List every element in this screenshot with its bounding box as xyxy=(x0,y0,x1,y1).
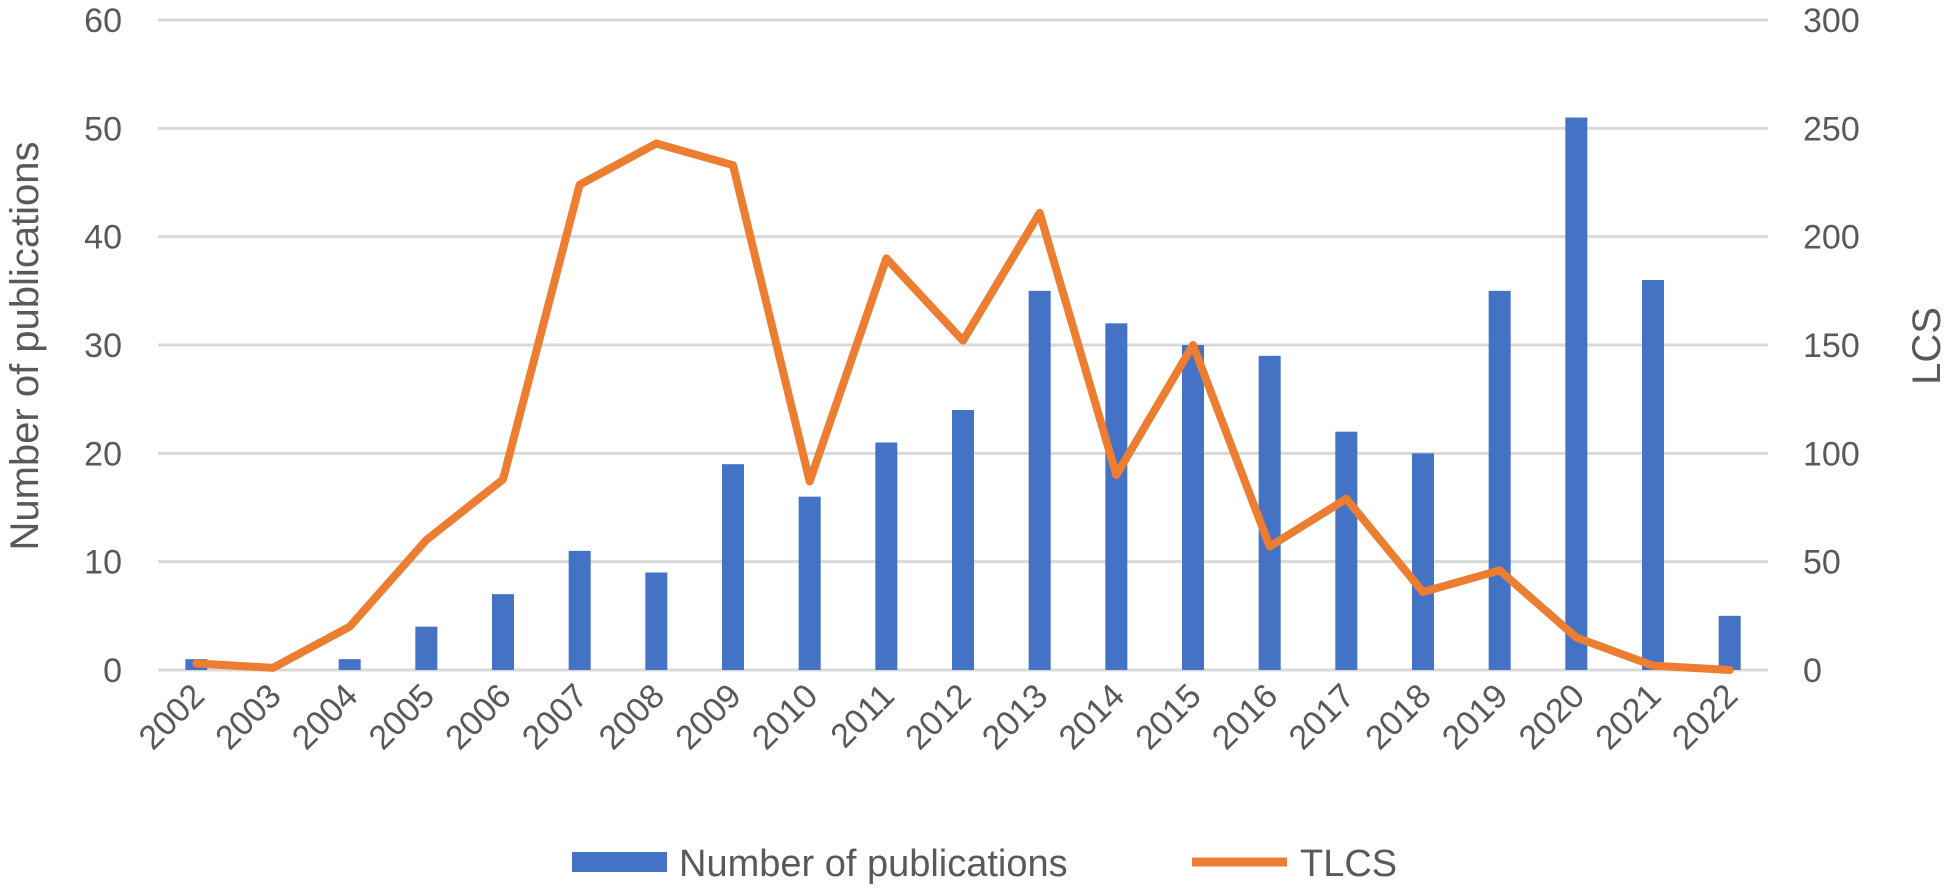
tlcs-point-2002 xyxy=(195,662,198,665)
publication-bars xyxy=(185,117,1741,670)
bar-2006 xyxy=(492,594,514,670)
tlcs-point-2019 xyxy=(1498,569,1501,572)
bar-2011 xyxy=(875,442,898,670)
bar-2020 xyxy=(1565,117,1588,670)
tlcs-point-2004 xyxy=(348,625,351,628)
bar-2010 xyxy=(798,496,821,670)
legend-label-publications: Number of publications xyxy=(679,843,1068,885)
tlcs-point-2009 xyxy=(732,164,734,167)
x-tick-label: 2011 xyxy=(823,677,902,756)
bar-2004 xyxy=(338,659,361,670)
x-tick-label: 2007 xyxy=(515,677,595,757)
tlcs-point-2005 xyxy=(425,539,428,541)
bar-2015 xyxy=(1182,345,1204,670)
x-tick-label: 2016 xyxy=(1205,677,1285,757)
y2-tick-label: 250 xyxy=(1803,110,1860,148)
bar-2009 xyxy=(722,464,744,670)
tlcs-point-2006 xyxy=(502,478,504,481)
x-tick-label: 2014 xyxy=(1052,677,1132,757)
bar-2005 xyxy=(415,626,438,670)
bar-2016 xyxy=(1258,355,1281,670)
tlcs-point-2020 xyxy=(1575,636,1578,639)
x-tick-label: 2004 xyxy=(285,677,365,757)
tlcs-point-2007 xyxy=(578,183,581,186)
x-tick-label: 2020 xyxy=(1512,677,1592,757)
x-tick-label: 2010 xyxy=(745,677,825,757)
y-tick-label: 30 xyxy=(84,327,122,365)
left-axis-ticks: 0 10 20 30 40 50 60 xyxy=(84,2,122,690)
y2-tick-label: 150 xyxy=(1803,327,1860,365)
bar-2019 xyxy=(1488,290,1511,670)
right-axis-ticks: 0 50 100 150 200 250 300 xyxy=(1803,2,1860,690)
x-tick-label: 2002 xyxy=(132,677,212,757)
tlcs-point-2018 xyxy=(1422,591,1424,593)
bar-2022 xyxy=(1718,615,1741,670)
y2-tick-label: 50 xyxy=(1803,544,1841,582)
bar-2018 xyxy=(1412,453,1434,670)
x-tick-label: 2022 xyxy=(1665,677,1745,757)
tlcs-point-2012 xyxy=(962,339,964,342)
bar-2008 xyxy=(645,572,668,670)
tlcs-point-2008 xyxy=(655,142,658,145)
bar-2007 xyxy=(568,550,591,670)
tlcs-line-layer xyxy=(192,139,1734,674)
x-tick-label: 2008 xyxy=(592,677,672,757)
x-tick-label: 2003 xyxy=(208,677,288,757)
x-tick-label: 2009 xyxy=(668,677,748,757)
y-tick-label: 10 xyxy=(84,544,122,582)
y-tick-label: 0 xyxy=(103,652,122,690)
legend-swatch-publications xyxy=(572,852,667,872)
tlcs-point-2010 xyxy=(808,480,811,483)
y-tick-label: 20 xyxy=(84,435,122,473)
legend: Number of publications TLCS xyxy=(572,843,1397,885)
bar-2021 xyxy=(1642,280,1664,670)
y2-tick-label: 300 xyxy=(1803,2,1860,40)
x-tick-label: 2012 xyxy=(898,677,978,757)
tlcs-point-2015 xyxy=(1192,344,1194,346)
y-tick-label: 50 xyxy=(84,110,122,148)
tlcs-point-2017 xyxy=(1345,497,1348,500)
tlcs-point-2021 xyxy=(1652,664,1654,667)
x-tick-label: 2019 xyxy=(1435,677,1515,757)
y2-tick-label: 0 xyxy=(1803,652,1822,690)
tlcs-point-2016 xyxy=(1268,545,1271,548)
y-axis-title: Number of publications xyxy=(3,141,47,550)
x-tick-label: 2015 xyxy=(1128,677,1208,757)
x-tick-label: 2005 xyxy=(362,677,442,757)
legend-label-tlcs: TLCS xyxy=(1300,843,1397,885)
tlcs-point-2003 xyxy=(272,666,274,669)
x-tick-label: 2017 xyxy=(1282,677,1362,757)
y2-tick-label: 100 xyxy=(1803,435,1860,473)
y-tick-label: 60 xyxy=(84,2,122,40)
x-tick-label: 2013 xyxy=(975,677,1055,757)
x-tick-label: 2021 xyxy=(1588,677,1668,757)
tlcs-point-2011 xyxy=(885,257,888,260)
tlcs-point-2014 xyxy=(1115,474,1118,476)
bar-2013 xyxy=(1028,290,1051,670)
tlcs-point-2022 xyxy=(1728,669,1731,671)
x-tick-label: 2018 xyxy=(1358,677,1438,757)
bar-2017 xyxy=(1335,431,1358,670)
bar-2014 xyxy=(1105,323,1128,670)
x-tick-label: 2006 xyxy=(438,677,518,757)
x-axis-ticks: 2002200320042005200620072008200920102011… xyxy=(132,677,1746,757)
y-tick-label: 40 xyxy=(84,219,122,257)
tlcs-point-2013 xyxy=(1038,211,1041,214)
y2-axis-title: LCS xyxy=(1905,307,1949,385)
y2-tick-label: 200 xyxy=(1803,219,1860,257)
bar-2012 xyxy=(952,410,974,670)
